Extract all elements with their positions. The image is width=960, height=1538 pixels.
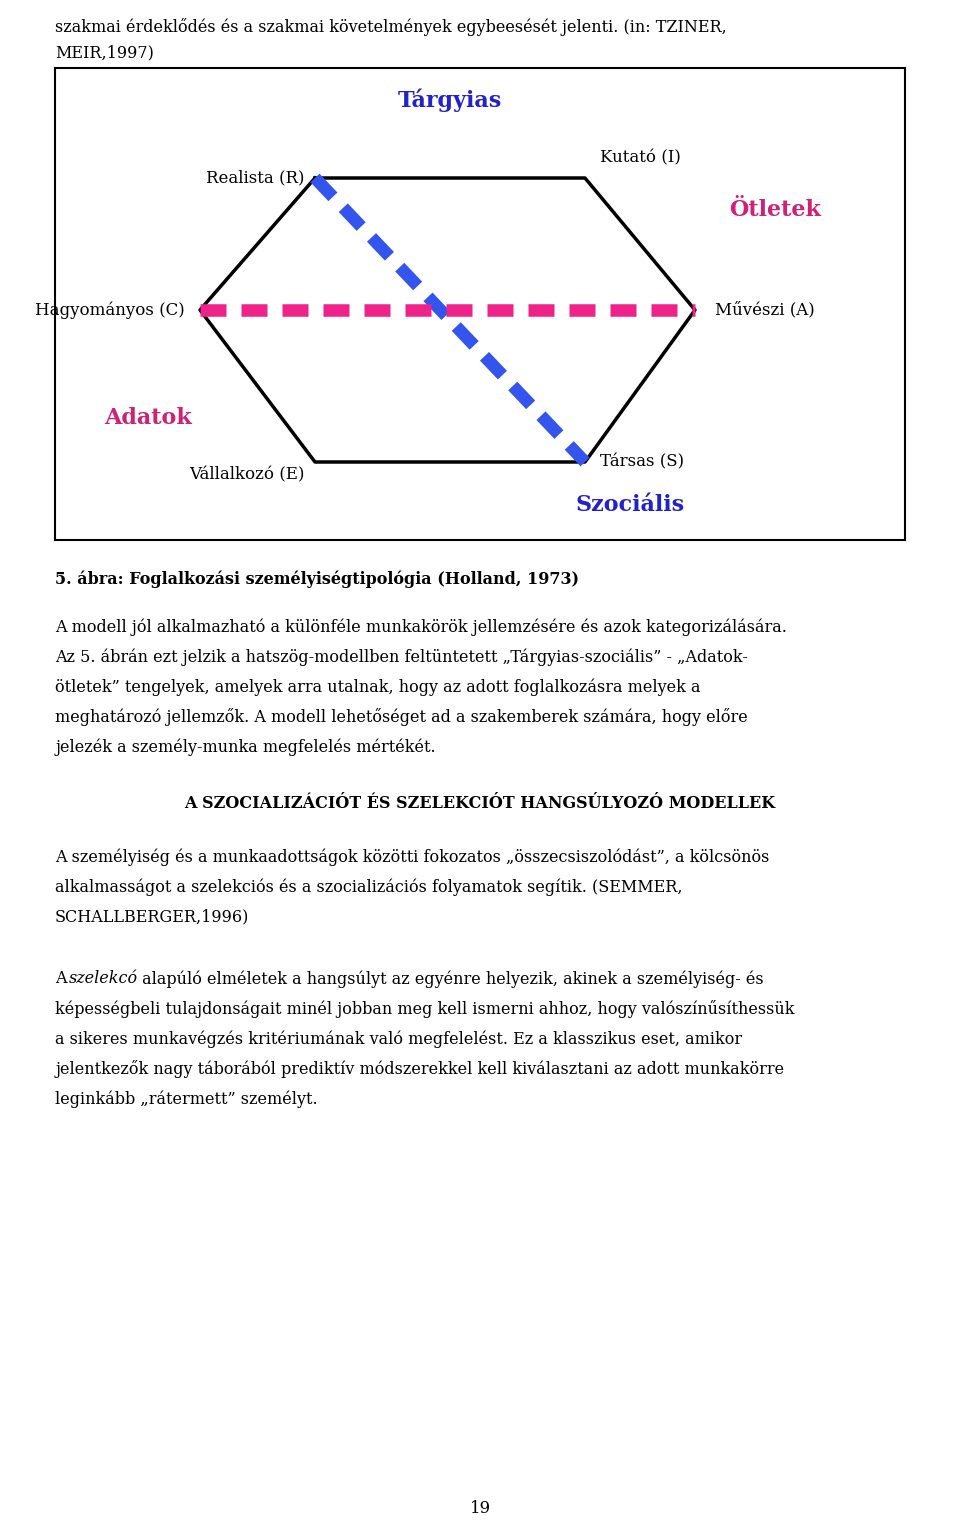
Text: Társas (S): Társas (S) xyxy=(600,454,684,471)
Text: Ötletek: Ötletek xyxy=(729,198,821,221)
Text: Vállalkozó (E): Vállalkozó (E) xyxy=(189,466,305,483)
Text: A személyiség és a munkaadottságok közötti fokozatos „összecsiszolódást”, a kölc: A személyiség és a munkaadottságok közöt… xyxy=(55,847,769,866)
Text: jelentkezők nagy táborából prediktív módszerekkel kell kiválasztani az adott mun: jelentkezők nagy táborából prediktív mód… xyxy=(55,1060,784,1078)
Text: A modell jól alkalmazható a különféle munkakörök jellemzésére és azok kategorizá: A modell jól alkalmazható a különféle mu… xyxy=(55,618,787,635)
Text: szelekcó: szelekcó xyxy=(69,970,138,987)
Text: 19: 19 xyxy=(469,1500,491,1516)
Text: a sikeres munkavégzés kritériumának való megfelelést. Ez a klasszikus eset, amik: a sikeres munkavégzés kritériumának való… xyxy=(55,1030,742,1047)
Text: A SZOCIALIZÁCIÓT ÉS SZELEKCIÓT HANGSÚLYOZÓ MODELLEK: A SZOCIALIZÁCIÓT ÉS SZELEKCIÓT HANGSÚLYO… xyxy=(184,795,776,812)
Text: ötletek” tengelyek, amelyek arra utalnak, hogy az adott foglalkozásra melyek a: ötletek” tengelyek, amelyek arra utalnak… xyxy=(55,678,701,695)
Text: Művészi (A): Művészi (A) xyxy=(715,301,815,318)
Text: Hagyományos (C): Hagyományos (C) xyxy=(36,301,185,318)
Text: Az 5. ábrán ezt jelzik a hatszög-modellben feltüntetett „Tárgyias-szociális” - „: Az 5. ábrán ezt jelzik a hatszög-modellb… xyxy=(55,647,748,666)
Text: leginkább „rátermett” személyt.: leginkább „rátermett” személyt. xyxy=(55,1090,318,1107)
Text: szakmai érdeklődés és a szakmai követelmények egybeesését jelenti. (in: TZINER,: szakmai érdeklődés és a szakmai követelm… xyxy=(55,18,727,35)
Text: Adatok: Adatok xyxy=(104,408,192,429)
Text: alkalmasságot a szelekciós és a szocializációs folyamatok segítik. (SEMMER,: alkalmasságot a szelekciós és a szociali… xyxy=(55,878,683,895)
Text: Kutató (I): Kutató (I) xyxy=(600,149,681,166)
Text: Szociális: Szociális xyxy=(575,494,684,517)
Text: 5. ábra: Foglalkozási személyiségtipológia (Holland, 1973): 5. ábra: Foglalkozási személyiségtipológ… xyxy=(55,571,579,588)
Text: képességbeli tulajdonságait minél jobban meg kell ismerni ahhoz, hogy valószínűs: képességbeli tulajdonságait minél jobban… xyxy=(55,1000,795,1018)
Text: Tárgyias: Tárgyias xyxy=(397,88,502,112)
FancyBboxPatch shape xyxy=(55,68,905,540)
Text: alapúló elméletek a hangsúlyt az egyénre helyezik, akinek a személyiség- és: alapúló elméletek a hangsúlyt az egyénre… xyxy=(137,970,763,987)
Text: A: A xyxy=(55,970,72,987)
Text: meghatározó jellemzők. A modell lehetőséget ad a szakemberek számára, hogy előre: meghatározó jellemzők. A modell lehetősé… xyxy=(55,707,748,726)
Text: jelezék a személy-munka megfelelés mértékét.: jelezék a személy-munka megfelelés mérté… xyxy=(55,738,436,755)
Text: Realista (R): Realista (R) xyxy=(206,169,305,186)
Text: MEIR,1997): MEIR,1997) xyxy=(55,45,154,62)
Text: SCHALLBERGER,1996): SCHALLBERGER,1996) xyxy=(55,907,250,924)
